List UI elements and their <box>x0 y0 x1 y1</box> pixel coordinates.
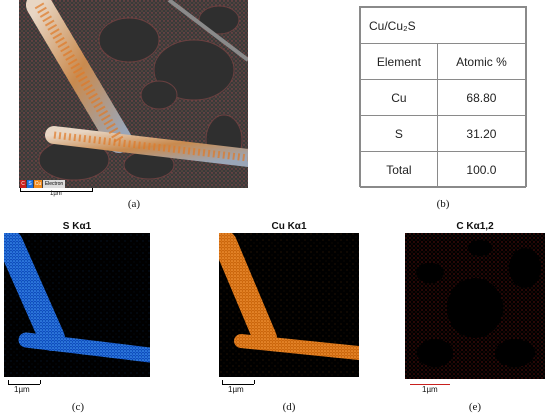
scale-label-a: 1µm <box>50 191 62 197</box>
scale-label-c: 1µm <box>14 385 30 394</box>
scale-label-e: 1µm <box>422 385 438 394</box>
row-element: Cu <box>360 79 438 116</box>
cu-element-map <box>219 233 359 377</box>
row-element: Total <box>360 151 438 188</box>
legend-s: S <box>27 180 33 188</box>
s-map-graphic <box>4 233 150 377</box>
row-element: S <box>360 115 438 152</box>
scale-bar-d <box>222 384 254 385</box>
scale-label-d: 1µm <box>228 385 244 394</box>
c-map-graphic <box>405 233 545 379</box>
scale-bar-c-end <box>40 380 41 384</box>
c-element-map <box>405 233 545 379</box>
scale-bar-e <box>410 384 450 385</box>
sem-overlay-graphic <box>19 0 248 188</box>
table-row: Cu 68.80 <box>360 79 527 116</box>
row-value: 31.20 <box>436 115 527 152</box>
table-title: Cu/Cu₂S <box>360 7 526 44</box>
cu-map-graphic <box>219 233 359 377</box>
caption-d: (d) <box>282 401 296 413</box>
legend-cu: Cu <box>34 180 42 188</box>
row-value: 100.0 <box>436 151 527 188</box>
scale-bar-d-start <box>222 380 223 384</box>
map-title-c: C Kα1,2 <box>456 221 494 232</box>
sem-overlay-image: C S Cu Electron <box>19 0 248 188</box>
map-title-s: S Kα1 <box>62 221 92 232</box>
caption-e: (e) <box>468 401 482 413</box>
table-row: Total 100.0 <box>360 151 527 188</box>
scale-bar-c-start <box>8 380 9 384</box>
caption-c: (c) <box>71 401 85 413</box>
header-atomic-percent: Atomic % <box>436 43 527 80</box>
scale-bar-a-start <box>20 188 21 192</box>
header-element: Element <box>360 43 438 80</box>
scale-bar-d-end <box>254 380 255 384</box>
row-value: 68.80 <box>436 79 527 116</box>
scale-bar-a <box>20 191 92 192</box>
s-element-map <box>4 233 150 377</box>
composition-table: Cu/Cu₂S Element Atomic % Cu 68.80 S 31.2… <box>359 6 527 188</box>
legend-c: C <box>20 180 26 188</box>
table-row: S 31.20 <box>360 115 527 152</box>
scale-bar-a-end <box>92 188 93 192</box>
scale-bar-c <box>8 384 40 385</box>
map-title-cu: Cu Kα1 <box>271 221 307 232</box>
caption-b: (b) <box>436 198 450 210</box>
caption-a: (a) <box>127 198 141 210</box>
legend-electron: Electron <box>43 180 65 188</box>
